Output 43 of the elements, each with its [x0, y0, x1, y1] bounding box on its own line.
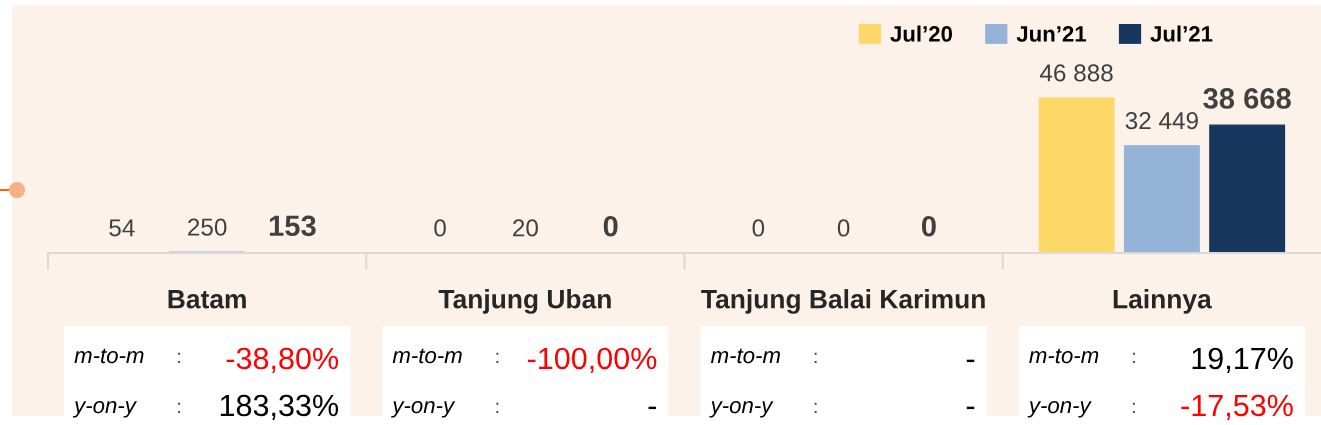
text: - [648, 406, 657, 410]
text: : [178, 402, 181, 413]
data-label: 54 [109, 219, 135, 237]
data-label: 0 [434, 219, 446, 237]
text: -38,80% [226, 347, 339, 373]
legend-label: Jun’21 [1016, 26, 1087, 42]
data-label: 0 [837, 219, 850, 237]
text: m-to-m [710, 348, 780, 364]
text: - [966, 359, 975, 363]
data-label: 0 [752, 219, 765, 237]
text: : [1132, 352, 1135, 363]
text: m-to-m [392, 348, 462, 364]
text: -100,00% [527, 347, 657, 373]
text: : [1132, 402, 1135, 413]
text: : [814, 402, 817, 413]
x-tick-label: Batam [168, 290, 246, 309]
data-label: 46 888 [1039, 64, 1113, 82]
x-tick-label: Tanjung Balai Karimun [701, 289, 985, 314]
text: : [814, 352, 817, 363]
data-label: 250 [188, 218, 227, 236]
text: : [178, 352, 181, 363]
data-label: 153 [269, 215, 316, 237]
text: 19,17% [1192, 347, 1293, 373]
data-label: 0 [921, 215, 936, 237]
x-tick-label: Tanjung Uban [438, 289, 611, 314]
data-label: 0 [603, 215, 618, 237]
text: m-to-m [1029, 348, 1099, 364]
legend-label: Jul’21 [1150, 25, 1213, 42]
text: 183,33% [220, 394, 339, 420]
text: y-on-y [72, 401, 137, 418]
text: -17,53% [1181, 394, 1293, 420]
text: y-on-y [391, 401, 456, 418]
x-tick-label: Lainnya [1113, 289, 1212, 314]
text: y-on-y [709, 401, 774, 418]
legend-label: Jul’20 [890, 25, 953, 42]
data-label: 38 668 [1203, 88, 1291, 109]
text: : [496, 352, 499, 363]
text: - [966, 406, 975, 410]
data-label: 32 449 [1125, 112, 1198, 130]
text: y-on-y [1027, 401, 1092, 418]
text: m-to-m [74, 348, 144, 364]
data-label: 20 [513, 219, 538, 237]
text: : [496, 402, 499, 413]
